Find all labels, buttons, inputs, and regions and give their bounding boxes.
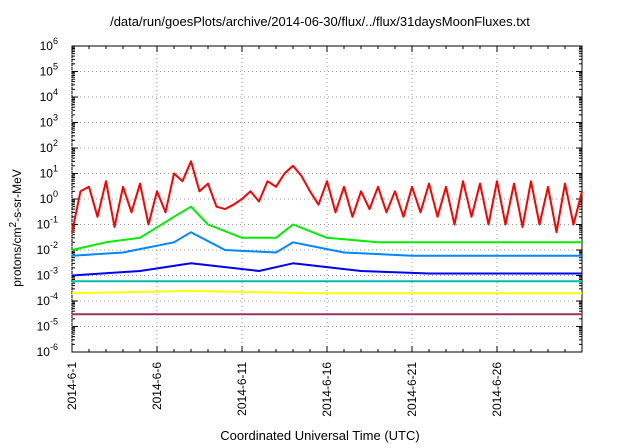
y-tick-label: 102 [40,138,58,155]
y-tick-label: 10-5 [37,317,58,334]
y-tick-label-base: 10 [37,269,51,283]
series-line [71,160,583,234]
y-tick-label-base: 10 [40,141,54,155]
x-tick-label: 2014-6-1 [65,362,79,410]
y-tick-label: 10-1 [37,215,58,232]
x-tick-label: 2014-6-16 [320,362,334,417]
y-tick-label-exp: -1 [50,215,58,225]
series-line [71,231,582,257]
y-tick-label: 104 [40,87,58,104]
y-tick-label-exp: 4 [53,87,58,97]
y-tick-label-exp: -6 [50,342,58,352]
y-tick-label-exp: -3 [50,266,58,276]
y-tick-label-base: 10 [37,345,51,359]
y-tick-label: 100 [40,189,58,206]
x-axis-label: Coordinated Universal Time (UTC) [220,428,420,443]
y-tick-label-base: 10 [40,167,54,181]
y-tick-label-exp: -5 [50,317,58,327]
y-tick-label-exp: 1 [53,164,58,174]
x-tick-label: 2014-6-6 [150,362,164,410]
x-tick-label: 2014-6-21 [405,362,419,417]
y-tick-label-base: 10 [40,90,54,104]
y-tick-label: 103 [40,113,58,130]
y-tick-label-base: 10 [37,320,51,334]
x-tick-label: 2014-6-26 [490,362,504,417]
y-tick-label: 101 [40,164,58,181]
y-tick-label-exp: 6 [53,36,58,46]
y-tick-label: 106 [40,36,58,53]
y-tick-label-exp: 0 [53,189,58,199]
y-tick-label-exp: 3 [53,113,58,123]
series-line [71,262,582,277]
y-tick-label: 10-3 [37,266,58,283]
y-tick-label: 10-2 [37,240,58,257]
y-tick-label-base: 10 [37,218,51,232]
y-tick-label-exp: -4 [50,291,58,301]
series-line [71,205,582,251]
series-line [71,289,582,295]
y-tick-label: 105 [40,62,58,79]
y-tick-label-exp: 5 [53,62,58,72]
y-tick-label-exp: 2 [53,138,58,148]
y-tick-label-base: 10 [40,39,54,53]
x-tick-label: 2014-6-11 [235,362,249,416]
y-tick-label-base: 10 [37,243,51,257]
y-tick-label-base: 10 [40,192,54,206]
y-tick-label: 10-6 [37,342,58,359]
y-tick-label: 10-4 [37,291,58,308]
y-tick-label-exp: -2 [50,240,58,250]
y-tick-label-base: 10 [40,116,54,130]
y-tick-label-base: 10 [40,65,54,79]
chart-title: /data/run/goesPlots/archive/2014-06-30/f… [110,14,530,29]
y-tick-label-base: 10 [37,294,51,308]
